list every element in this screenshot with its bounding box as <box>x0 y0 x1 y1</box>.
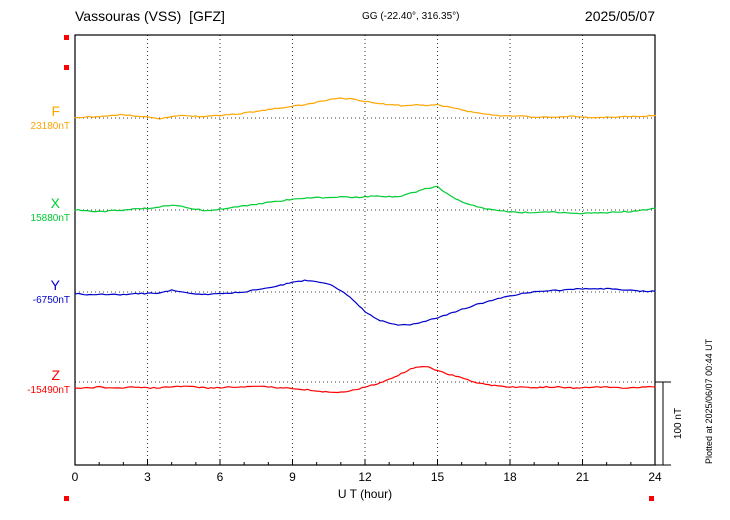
x-tick-label-24: 24 <box>648 470 662 484</box>
red-axis-marker <box>64 65 69 70</box>
x-tick-label-12: 12 <box>358 470 372 484</box>
x-tick-label-9: 9 <box>289 470 296 484</box>
trace-f <box>74 97 656 120</box>
series-label-z: Z <box>51 367 60 383</box>
red-axis-marker <box>64 496 69 501</box>
red-axis-marker <box>649 496 654 501</box>
scale-bar-label: 100 nT <box>673 408 684 439</box>
series-label-x: X <box>50 195 60 211</box>
trace-z <box>74 366 656 394</box>
series-baseline-value-x: 15880nT <box>30 213 70 224</box>
x-axis-title: U T (hour) <box>337 487 393 501</box>
x-tick-label-18: 18 <box>503 470 517 484</box>
series-baseline-value-y: -6750nT <box>32 295 70 306</box>
station-title: Vassouras (VSS) [GFZ] <box>75 8 225 24</box>
red-axis-marker <box>64 35 69 40</box>
series-baseline-value-z: -15490nT <box>27 385 70 396</box>
x-tick-label-3: 3 <box>144 470 151 484</box>
trace-x <box>74 185 656 215</box>
trace-y <box>74 279 656 326</box>
series-label-y: Y <box>50 277 60 293</box>
x-tick-label-0: 0 <box>71 470 79 484</box>
x-tick-label-15: 15 <box>430 470 445 484</box>
geographic-coordinates: GG (-22.40°, 316.35°) <box>362 11 460 22</box>
x-tick-label-6: 6 <box>216 470 224 484</box>
x-tick-label-21: 21 <box>575 470 590 484</box>
series-baseline-value-f: 23180nT <box>30 121 70 132</box>
plotted-timestamp-note: Plotted at 2025/06/07 00:44 UT <box>704 338 714 464</box>
plot-date: 2025/05/07 <box>584 8 655 24</box>
series-label-f: F <box>51 103 60 119</box>
